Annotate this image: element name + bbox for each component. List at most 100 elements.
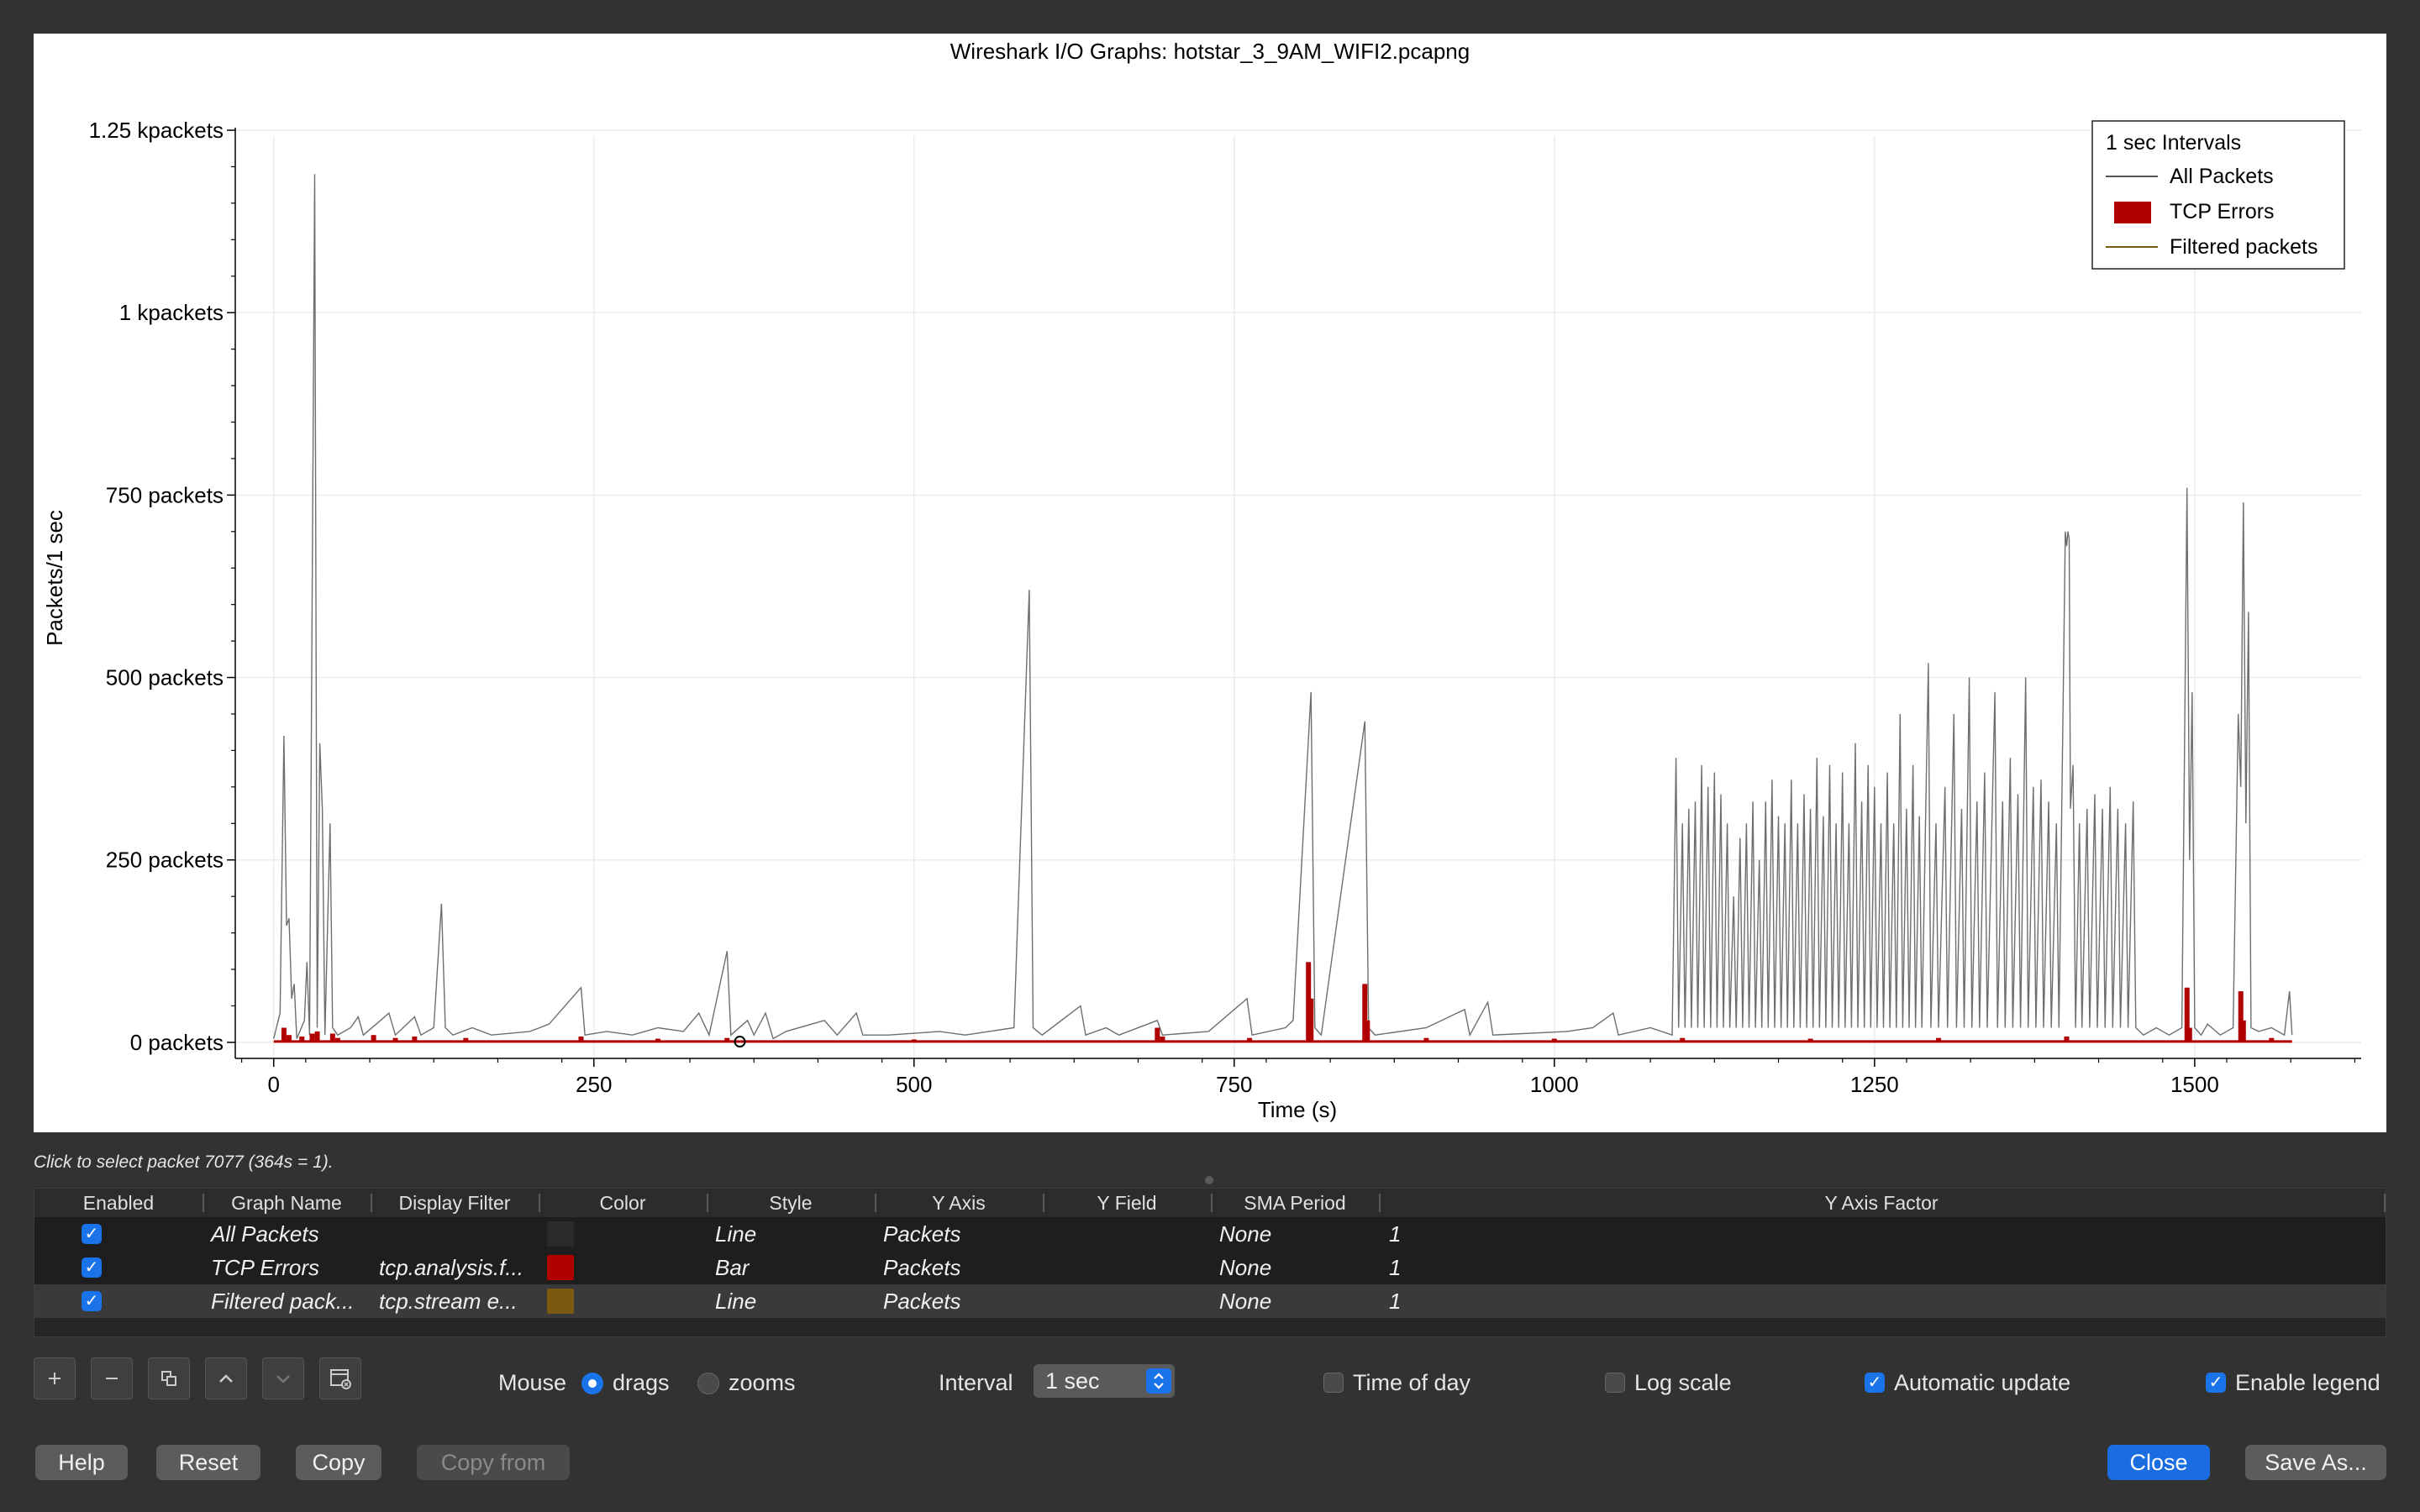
grid <box>235 129 2361 1058</box>
tcp-error-bar <box>1155 1027 1160 1042</box>
y-axis-factor-cell[interactable]: 1 <box>1389 1221 1402 1247</box>
add-graph-button[interactable] <box>34 1357 76 1399</box>
move-down-button[interactable] <box>262 1357 304 1399</box>
add-icon <box>49 1373 60 1384</box>
interval-value: 1 sec <box>1045 1368 1100 1394</box>
header-graph-name[interactable]: Graph Name <box>231 1192 342 1214</box>
series-tcp-errors <box>273 962 2292 1043</box>
legend-entry-filtered: Filtered packets <box>2170 235 2317 259</box>
enable-legend-checkbox[interactable]: ✓ <box>2206 1373 2226 1393</box>
legend: 1 sec Intervals All Packets TCP Errors F… <box>2091 120 2345 270</box>
reset-button[interactable]: Reset <box>156 1445 260 1480</box>
enable-legend-label[interactable]: Enable legend <box>2235 1370 2381 1395</box>
y-axis-cell[interactable]: Packets <box>883 1221 961 1247</box>
header-sma-period[interactable]: SMA Period <box>1244 1192 1346 1214</box>
tcp-error-bar <box>1247 1037 1253 1042</box>
table-row[interactable]: ✓ TCP Errors tcp.analysis.f... Bar Packe… <box>34 1251 2386 1284</box>
interval-label: Interval <box>939 1370 1013 1395</box>
header-y-axis[interactable]: Y Axis <box>932 1192 986 1214</box>
move-up-icon <box>219 1374 233 1383</box>
header-y-field[interactable]: Y Field <box>1097 1192 1157 1214</box>
tcp-error-bar <box>2240 1020 2246 1042</box>
tcp-error-bar <box>1362 984 1368 1042</box>
graph-name-cell[interactable]: Filtered pack... <box>211 1289 355 1314</box>
sma-period-cell[interactable]: None <box>1219 1221 1272 1247</box>
chevron-updown-icon <box>1154 1373 1164 1389</box>
tcp-error-bar <box>1936 1037 1942 1042</box>
header-display-filter[interactable]: Display Filter <box>398 1192 511 1214</box>
tcp-error-bar <box>2238 991 2244 1042</box>
header-color[interactable]: Color <box>599 1192 646 1214</box>
mouse-zooms-radio[interactable] <box>697 1373 719 1394</box>
graph-name-cell[interactable]: TCP Errors <box>211 1255 320 1280</box>
log-scale-checkbox[interactable] <box>1605 1373 1625 1393</box>
x-tick-label: 1000 <box>1530 1072 1579 1097</box>
tcp-error-bar <box>299 1036 305 1042</box>
interval-stepper[interactable] <box>1146 1368 1171 1394</box>
tcp-error-bar <box>1423 1037 1429 1042</box>
close-button[interactable]: Close <box>2107 1445 2210 1480</box>
sma-period-cell[interactable]: None <box>1219 1255 1272 1280</box>
copy-graph-button[interactable] <box>148 1357 190 1399</box>
color-swatch[interactable] <box>547 1289 574 1314</box>
copy-from-button[interactable]: Copy from <box>417 1445 570 1480</box>
graph-name-cell[interactable]: All Packets <box>211 1221 319 1247</box>
time-of-day-label[interactable]: Time of day <box>1353 1370 1471 1395</box>
x-tick-label: 750 <box>1216 1072 1252 1097</box>
tcp-error-bar <box>2064 1036 2070 1042</box>
tcp-error-bar <box>724 1037 730 1042</box>
mouse-drags-radio[interactable] <box>581 1373 603 1394</box>
automatic-update-label[interactable]: Automatic update <box>1894 1370 2071 1395</box>
display-filter-cell[interactable]: tcp.stream e... <box>379 1289 518 1314</box>
io-graph-chart[interactable]: 0 250 500 750 1000 1250 1500 0 packets 250 packe… <box>34 34 2386 1132</box>
enabled-checkbox[interactable]: ✓ <box>82 1224 102 1244</box>
tcp-error-bar <box>578 1036 584 1042</box>
axes: 0 250 500 750 1000 1250 1500 0 packets 250 packe… <box>89 118 2361 1097</box>
mouse-zooms-label[interactable]: zooms <box>729 1370 796 1395</box>
remove-graph-button[interactable] <box>91 1357 133 1399</box>
move-up-button[interactable] <box>205 1357 247 1399</box>
tcp-error-bar <box>1308 998 1314 1042</box>
save-as-button[interactable]: Save As... <box>2245 1445 2386 1480</box>
y-axis-factor-cell[interactable]: 1 <box>1389 1289 1402 1314</box>
x-axis-label: Time (s) <box>1258 1097 1337 1122</box>
header-style[interactable]: Style <box>769 1192 813 1214</box>
x-tick-label: 1250 <box>1850 1072 1899 1097</box>
splitter-handle[interactable] <box>1205 1176 1213 1184</box>
y-axis-cell[interactable]: Packets <box>883 1255 961 1280</box>
mouse-drags-label[interactable]: drags <box>613 1370 670 1395</box>
interval-select[interactable]: 1 sec <box>1034 1364 1175 1398</box>
move-down-icon <box>276 1375 290 1383</box>
x-tick-label: 1500 <box>2170 1072 2219 1097</box>
style-cell[interactable]: Line <box>715 1221 757 1247</box>
sma-period-cell[interactable]: None <box>1219 1289 1272 1314</box>
io-graph-plot[interactable]: 0 250 500 750 1000 1250 1500 0 packets 250 packe… <box>34 34 2386 1132</box>
selection-marker[interactable] <box>734 1036 746 1048</box>
enabled-checkbox[interactable]: ✓ <box>82 1291 102 1311</box>
tcp-error-bar <box>281 1027 287 1042</box>
header-y-axis-factor[interactable]: Y Axis Factor <box>1824 1192 1939 1214</box>
style-cell[interactable]: Bar <box>715 1255 750 1280</box>
enabled-checkbox[interactable]: ✓ <box>82 1257 102 1278</box>
copy-button[interactable]: Copy <box>296 1445 381 1480</box>
help-button[interactable]: Help <box>35 1445 128 1480</box>
color-swatch[interactable] <box>547 1221 574 1247</box>
series-all-packets-line <box>273 174 2293 1040</box>
y-axis-cell[interactable]: Packets <box>883 1289 961 1314</box>
color-swatch[interactable] <box>547 1255 574 1280</box>
status-hint: Click to select packet 7077 (364s = 1). <box>34 1152 334 1172</box>
legend-entry-all-packets: All Packets <box>2170 165 2274 188</box>
display-filter-cell[interactable]: tcp.analysis.f... <box>379 1255 523 1280</box>
x-tick-label: 0 <box>267 1072 279 1097</box>
automatic-update-checkbox[interactable]: ✓ <box>1865 1373 1885 1393</box>
y-axis-factor-cell[interactable]: 1 <box>1389 1255 1402 1280</box>
table-row[interactable]: ✓ All Packets Line Packets None 1 <box>34 1217 2386 1251</box>
clear-graphs-button[interactable] <box>319 1357 361 1399</box>
table-row[interactable]: ✓ Filtered pack... tcp.stream e... Line … <box>34 1284 2386 1318</box>
style-cell[interactable]: Line <box>715 1289 757 1314</box>
time-of-day-checkbox[interactable] <box>1323 1373 1344 1393</box>
y-tick-label: 750 packets <box>106 482 224 507</box>
header-enabled[interactable]: Enabled <box>82 1192 155 1214</box>
log-scale-label[interactable]: Log scale <box>1634 1370 1732 1395</box>
graph-table[interactable]: Enabled Graph Name Display Filter Color … <box>34 1188 2386 1337</box>
